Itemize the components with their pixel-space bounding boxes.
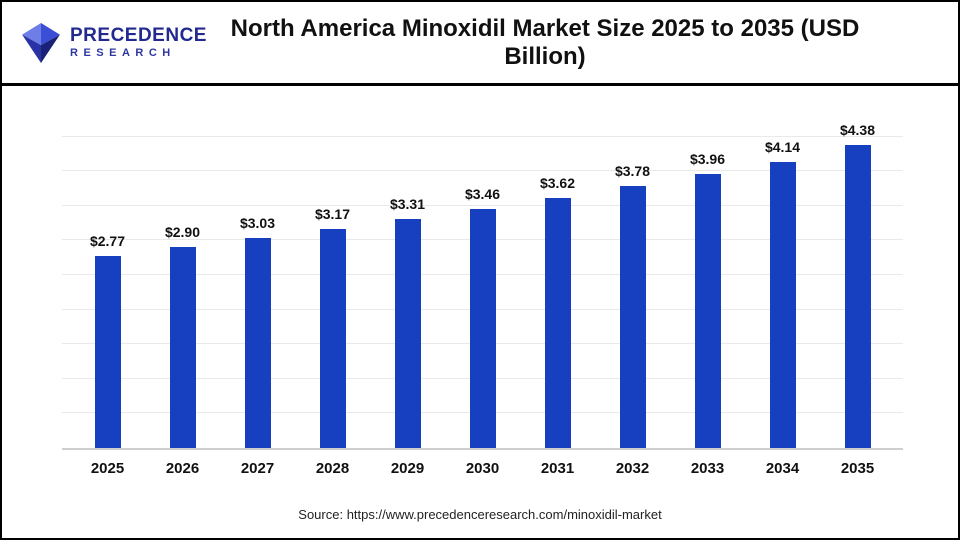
x-axis-label: 2031 xyxy=(540,460,575,477)
x-axis-label: 2027 xyxy=(240,460,275,477)
bar-group: $3.31 xyxy=(370,102,445,448)
bar xyxy=(694,173,721,448)
bar-value-label: $4.38 xyxy=(839,121,876,138)
bar-value-label: $4.14 xyxy=(764,138,801,155)
bar-value-label: $3.78 xyxy=(614,163,651,180)
plot-area: $2.77 $2.90 $3.03 $3.17 $3.31 $3.46 $3.62 $3.78… xyxy=(62,102,903,450)
bar xyxy=(619,186,646,448)
bar xyxy=(469,208,496,448)
bar-value-label: $3.17 xyxy=(314,205,351,222)
bar xyxy=(394,218,421,448)
logo-subtitle: RESEARCH xyxy=(70,46,176,59)
bar-value-label: $2.77 xyxy=(89,233,126,250)
x-axis-label: 2029 xyxy=(390,460,425,477)
precedence-logo: PRECEDENCE RESEARCH xyxy=(20,22,210,64)
bar xyxy=(319,228,346,448)
source-line: Source: https://www.precedenceresearch.c… xyxy=(2,493,958,538)
bar xyxy=(244,238,271,448)
chart-title: North America Minoxidil Market Size 2025… xyxy=(230,14,860,70)
bar xyxy=(169,247,196,448)
bar-value-label: $3.62 xyxy=(539,174,576,191)
bar-chart: $2.77 $2.90 $3.03 $3.17 $3.31 $3.46 $3.62 $3.78… xyxy=(2,86,958,493)
gridline xyxy=(62,204,903,206)
bar-value-label: $3.03 xyxy=(239,215,276,232)
x-axis-label: 2032 xyxy=(615,460,650,477)
bar xyxy=(844,144,871,448)
bar-group: $3.03 xyxy=(220,102,295,448)
bar-value-label: $3.46 xyxy=(464,185,501,202)
bar xyxy=(94,256,121,448)
bar-group: $3.46 xyxy=(445,102,520,448)
bars-container: $2.77 $2.90 $3.03 $3.17 $3.31 $3.46 $3.62 $3.78… xyxy=(62,102,903,448)
bar-group: $4.14 xyxy=(745,102,820,448)
bar-value-label: $2.90 xyxy=(164,224,201,241)
bar xyxy=(769,161,796,448)
x-axis-label: 2033 xyxy=(690,460,725,477)
bar-value-label: $3.31 xyxy=(389,195,426,212)
bar-group: $3.17 xyxy=(295,102,370,448)
logo-wordmark: PRECEDENCE xyxy=(70,24,207,46)
x-axis-label: 2026 xyxy=(165,460,200,477)
bar-group: $2.90 xyxy=(145,102,220,448)
x-axis-label: 2034 xyxy=(765,460,800,477)
bar-group: $3.62 xyxy=(520,102,595,448)
gridline xyxy=(62,170,903,172)
precedence-logo-icon xyxy=(22,22,60,63)
gridline xyxy=(62,135,903,137)
logo-text: PRECEDENCE RESEARCH xyxy=(70,24,207,59)
source-text: Source: https://www.precedenceresearch.c… xyxy=(298,507,662,522)
bar-value-label: $3.96 xyxy=(689,150,726,167)
x-axis-labels: 2025 2026 2027 2028 2029 2030 2031 2032 2033 2034… xyxy=(62,450,903,477)
bar xyxy=(544,197,571,448)
x-axis-label: 2028 xyxy=(315,460,350,477)
x-axis-label: 2030 xyxy=(465,460,500,477)
bar-group: $3.78 xyxy=(595,102,670,448)
bar-group: $4.38 xyxy=(820,102,895,448)
x-axis-label: 2035 xyxy=(840,460,875,477)
bar-group: $2.77 xyxy=(70,102,145,448)
header: PRECEDENCE RESEARCH North America Minoxi… xyxy=(2,2,958,86)
x-axis-label: 2025 xyxy=(90,460,125,477)
bar-group: $3.96 xyxy=(670,102,745,448)
